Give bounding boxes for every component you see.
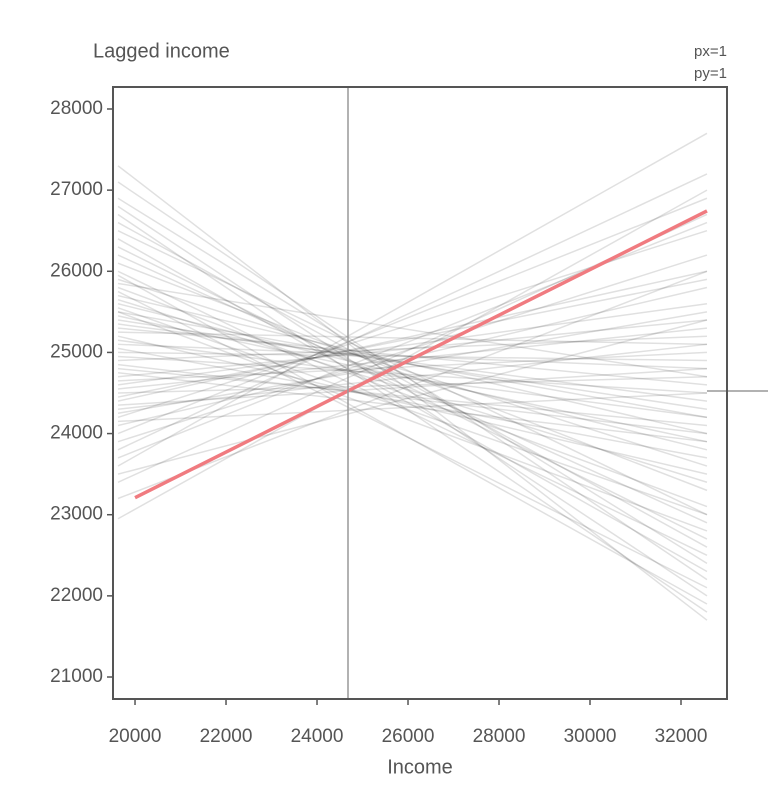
bootstrap-line [117, 355, 708, 394]
x-tick-label: 30000 [564, 726, 617, 747]
bootstrap-line [117, 298, 708, 483]
bootstrap-line [117, 343, 708, 410]
bootstrap-line [117, 376, 708, 394]
bootstrap-line [117, 351, 708, 382]
bootstrap-line [117, 274, 708, 605]
annotation: px=1 [694, 43, 727, 60]
bootstrap-line [117, 311, 708, 415]
bootstrap-line [117, 319, 708, 378]
bootstrap-line [117, 278, 708, 467]
bootstrap-line [117, 189, 708, 520]
x-tick-label: 26000 [382, 726, 435, 747]
bootstrap-line [117, 230, 708, 516]
x-axis-label: Income [387, 756, 453, 778]
x-tick-label: 20000 [109, 726, 162, 747]
bootstrap-line [117, 327, 708, 386]
bootstrap-line [117, 286, 708, 427]
y-tick-label: 25000 [50, 341, 103, 362]
y-tick-label: 27000 [50, 179, 103, 200]
bootstrap-line [117, 270, 708, 500]
bootstrap-line [117, 319, 708, 475]
bootstrap-line [117, 213, 708, 613]
bootstrap-line [117, 307, 708, 516]
bootstrap-line [117, 165, 708, 621]
bootstrap-line [117, 335, 708, 362]
bootstrap-line [117, 323, 708, 402]
bootstrap-line [117, 351, 707, 362]
y-tick-label: 22000 [50, 585, 103, 606]
bootstrap-line [117, 311, 708, 419]
bootstrap-line [117, 197, 708, 565]
bootstrap-line [117, 238, 708, 573]
bootstrap-line [117, 282, 708, 378]
y-tick-label: 23000 [50, 504, 103, 525]
bootstrap-line [117, 205, 708, 597]
bootstrap-line [117, 303, 708, 451]
bootstrap-line [117, 392, 708, 423]
y-tick-label: 28000 [50, 98, 103, 119]
x-tick-label: 22000 [200, 726, 253, 747]
y-tick-label: 26000 [50, 260, 103, 281]
bootstrap-line [117, 246, 708, 540]
x-tick-label: 24000 [291, 726, 344, 747]
y-tick-label: 21000 [50, 666, 103, 687]
bootstrap-line [117, 262, 708, 492]
bootstrap-line [117, 132, 708, 467]
bootstrap-line [117, 367, 708, 406]
bootstrap-line [117, 319, 708, 410]
bootstrap-line [117, 254, 708, 524]
plot-frame [112, 86, 728, 700]
x-tick-label: 32000 [655, 726, 708, 747]
bootstrap-line [117, 254, 708, 443]
bootstrap-line [117, 278, 708, 398]
x-tick-label: 28000 [473, 726, 526, 747]
bootstrap-line [117, 363, 708, 435]
bootstrap-line [117, 197, 708, 435]
fit-line [134, 209, 708, 500]
bootstrap-line [117, 367, 708, 427]
bootstrap-line [117, 270, 708, 402]
y-axis-label: Lagged income [93, 40, 230, 62]
bootstrap-line [117, 347, 708, 459]
bootstrap-line [117, 302, 708, 386]
bootstrap-line [117, 270, 708, 556]
bootstrap-line [117, 181, 708, 581]
bootstrap-line [117, 343, 708, 370]
bootstrap-line [117, 290, 708, 589]
bootstrap-line [117, 315, 708, 443]
bootstrap-line [117, 311, 708, 532]
bootstrap-line [117, 331, 707, 346]
annotation: py=1 [694, 65, 727, 82]
bootstrap-line [117, 371, 708, 443]
bootstrap-line [117, 339, 708, 419]
bootstrap-line [117, 173, 708, 451]
bootstrap-line [117, 335, 708, 475]
bootstrap-line [117, 294, 708, 435]
bootstrap-line [117, 286, 708, 508]
bootstrap-line [117, 221, 708, 548]
y-tick-label: 24000 [50, 423, 103, 444]
